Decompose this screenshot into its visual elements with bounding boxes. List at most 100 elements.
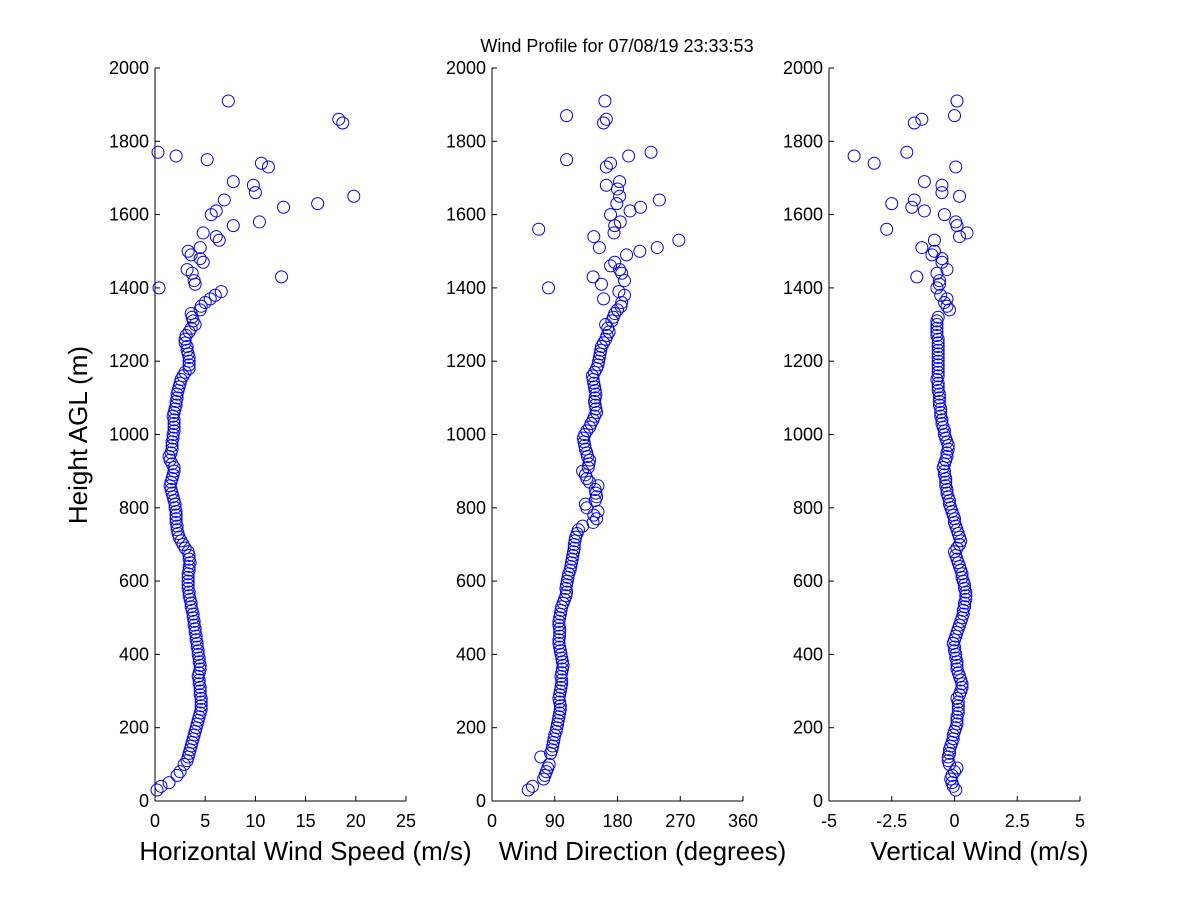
figure-title: Wind Profile for 07/08/19 23:33:53 <box>480 36 753 56</box>
data-point <box>181 581 195 595</box>
x-tick-label: 0 <box>949 811 959 831</box>
data-point <box>180 340 194 354</box>
data-point <box>180 263 194 277</box>
data-point <box>615 266 629 280</box>
data-point <box>151 145 165 159</box>
data-point <box>950 691 964 705</box>
data-point <box>931 343 945 357</box>
data-point <box>594 340 608 354</box>
data-point <box>184 248 198 262</box>
data-point <box>935 417 949 431</box>
data-point <box>584 417 598 431</box>
data-point <box>578 497 592 511</box>
data-point <box>948 545 961 559</box>
data-point <box>181 574 195 588</box>
y-tick-label: 1600 <box>783 205 823 225</box>
data-point <box>939 479 953 493</box>
data-point <box>946 779 960 793</box>
data-point <box>347 189 361 203</box>
data-point <box>193 252 207 266</box>
data-point <box>336 116 350 130</box>
data-point <box>951 526 965 540</box>
data-point <box>599 178 613 192</box>
data-point <box>931 354 945 368</box>
data-point <box>179 329 193 343</box>
data-point <box>949 651 963 665</box>
data-point <box>277 200 291 214</box>
data-point <box>590 512 604 526</box>
data-point <box>937 208 951 222</box>
data-point <box>944 772 958 786</box>
y-tick-label: 600 <box>456 571 486 591</box>
x-tick-label: 0 <box>487 811 497 831</box>
data-point <box>940 486 954 500</box>
y-tick-label: 1400 <box>109 278 149 298</box>
data-point <box>187 274 201 288</box>
data-point <box>950 713 964 727</box>
data-point <box>915 112 929 126</box>
data-point <box>542 757 556 771</box>
data-point <box>907 116 921 130</box>
data-point <box>212 233 226 247</box>
y-tick-label: 0 <box>476 791 486 811</box>
data-point <box>950 662 964 676</box>
data-point <box>925 248 939 262</box>
data-point <box>261 160 275 174</box>
y-tick-label: 1800 <box>109 131 149 151</box>
data-point <box>953 559 967 573</box>
data-point <box>578 468 592 482</box>
data-point <box>949 160 963 174</box>
data-point <box>915 241 929 255</box>
data-point <box>192 677 206 691</box>
data-point <box>934 409 948 423</box>
data-point <box>525 779 539 793</box>
data-point <box>930 281 944 295</box>
data-point <box>587 365 601 379</box>
data-point <box>597 292 611 306</box>
data-point <box>608 307 622 321</box>
y-tick-label: 2000 <box>446 58 486 78</box>
data-point <box>181 244 195 258</box>
data-point <box>254 156 268 170</box>
x-tick-label: 180 <box>602 811 632 831</box>
data-point <box>194 699 208 713</box>
y-tick-label: 1200 <box>446 351 486 371</box>
data-point <box>931 369 945 383</box>
data-point <box>193 241 207 255</box>
data-point <box>927 233 941 247</box>
data-point <box>583 475 597 489</box>
y-tick-label: 1200 <box>109 351 149 371</box>
data-point <box>932 395 946 409</box>
data-point <box>275 270 289 284</box>
data-point <box>600 329 614 343</box>
data-point <box>900 145 914 159</box>
data-point <box>194 299 208 313</box>
x-axis-label: Vertical Wind (m/s) <box>870 836 1088 866</box>
data-point <box>940 435 954 449</box>
data-point <box>193 688 207 702</box>
data-point <box>192 655 206 669</box>
y-tick-label: 200 <box>793 718 823 738</box>
data-point <box>953 230 967 244</box>
data-point <box>953 618 967 632</box>
data-point <box>150 783 164 797</box>
y-tick-label: 1800 <box>446 131 486 151</box>
data-point <box>599 160 613 174</box>
data-point <box>193 662 207 676</box>
data-point <box>532 222 546 236</box>
horizontal-wind-speed-panel: 0 200 400 600 800 1000 1200 1400 1600 1800 2000 0 5 1… <box>109 58 472 866</box>
data-point <box>182 563 196 577</box>
data-point <box>332 112 346 126</box>
y-tick-label: 400 <box>793 644 823 664</box>
data-point <box>209 204 223 218</box>
data-point <box>935 255 949 269</box>
data-point <box>953 669 967 683</box>
data-point <box>931 365 945 379</box>
data-point <box>948 633 961 647</box>
y-tick-label: 2000 <box>109 58 149 78</box>
data-point <box>613 263 627 277</box>
data-point <box>221 94 235 108</box>
data-point <box>950 717 964 731</box>
x-tick-label: 20 <box>346 811 366 831</box>
